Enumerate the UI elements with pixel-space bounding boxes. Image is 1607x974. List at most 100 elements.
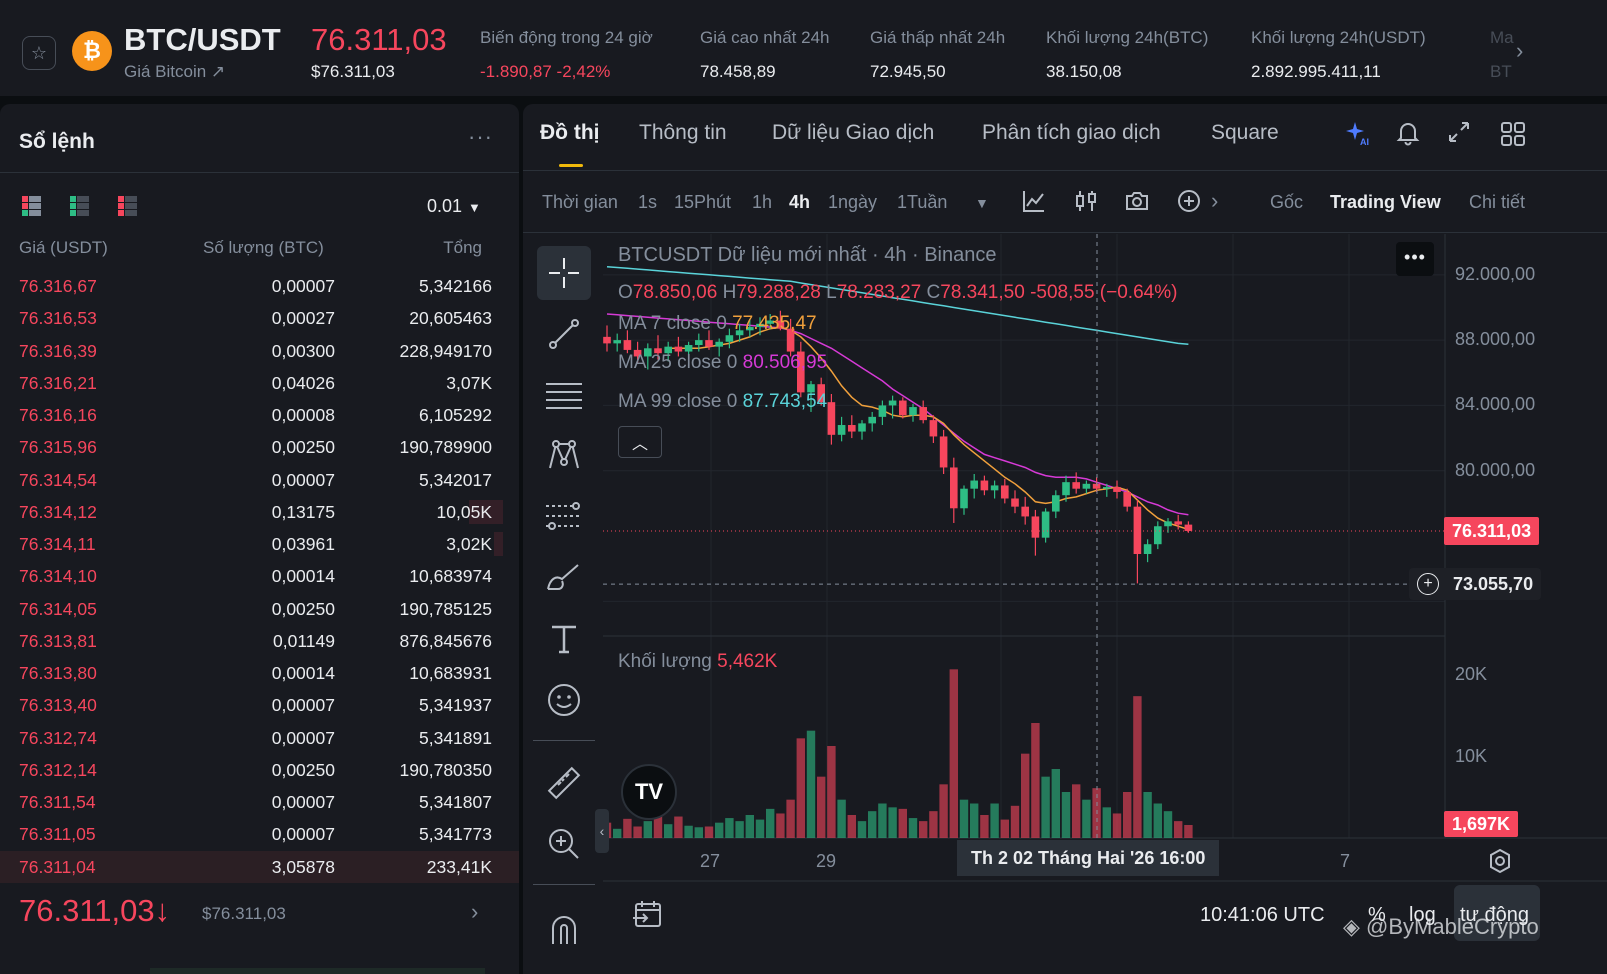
view-asks-icon[interactable] bbox=[118, 196, 137, 216]
ask-row[interactable]: 76.314,11 0,03961 3,02K bbox=[0, 528, 519, 560]
camera-icon[interactable] bbox=[1124, 188, 1150, 219]
ask-row[interactable]: 76.316,16 0,00008 6,105292 bbox=[0, 399, 519, 431]
axis-settings-icon[interactable] bbox=[1487, 848, 1513, 879]
ask-row[interactable]: 76.314,54 0,00007 5,342017 bbox=[0, 464, 519, 496]
price-tick: 92.000,00 bbox=[1455, 263, 1536, 284]
mid-price-more-icon[interactable]: › bbox=[471, 899, 479, 924]
fullscreen-icon[interactable] bbox=[1447, 120, 1471, 150]
interval-4h[interactable]: 4h bbox=[789, 192, 811, 212]
last-price-tag: 76.311,03 bbox=[1444, 516, 1540, 545]
magnet-tool-icon[interactable] bbox=[537, 902, 591, 956]
candle-body bbox=[1001, 485, 1009, 499]
brush-tool-icon[interactable] bbox=[537, 551, 591, 605]
interval-1s[interactable]: 1s bbox=[638, 192, 658, 212]
ask-row[interactable]: 76.316,21 0,04026 3,07K bbox=[0, 367, 519, 399]
zoom-in-tool-icon[interactable] bbox=[537, 817, 591, 871]
percent-toggle[interactable]: % bbox=[1368, 904, 1386, 926]
volume-bar bbox=[970, 803, 979, 838]
ask-row[interactable]: 76.316,39 0,00300 228,949170 bbox=[0, 335, 519, 367]
ask-row[interactable]: 76.314,12 0,13175 10,05K bbox=[0, 496, 519, 528]
ask-row[interactable]: 76.314,10 0,00014 10,683974 bbox=[0, 560, 519, 592]
chevron-right-icon[interactable]: › bbox=[1211, 188, 1219, 213]
active-tab-indicator bbox=[559, 164, 583, 167]
add-alert-plus-icon[interactable]: + bbox=[1417, 573, 1439, 596]
ruler-tool-icon[interactable] bbox=[537, 756, 591, 810]
ask-price: 76.312,14 bbox=[19, 759, 97, 780]
add-indicator-icon[interactable] bbox=[1176, 188, 1202, 219]
candle-type-icon[interactable] bbox=[1073, 188, 1099, 219]
view-both-icon[interactable] bbox=[22, 196, 41, 216]
mid-price: 76.311,03↓ bbox=[19, 893, 171, 928]
volume-bar bbox=[745, 815, 754, 838]
view-original[interactable]: Gốc bbox=[1270, 192, 1304, 212]
date-range-icon[interactable] bbox=[631, 898, 665, 937]
pair-subtitle-link[interactable]: Giá Bitcoin ↗ bbox=[124, 62, 226, 81]
ask-row[interactable]: 76.313,80 0,00014 10,683931 bbox=[0, 657, 519, 689]
interval-1h[interactable]: 1h bbox=[752, 192, 773, 212]
crosshair-price-tag[interactable]: +73.055,70 bbox=[1409, 568, 1542, 601]
ask-row[interactable]: 76.316,53 0,00027 20,605463 bbox=[0, 302, 519, 334]
volume-bar bbox=[674, 816, 683, 838]
ask-price: 76.313,81 bbox=[19, 630, 97, 651]
crosshair-tool-icon[interactable] bbox=[537, 246, 591, 300]
ask-price: 76.315,96 bbox=[19, 437, 97, 458]
collapse-toolbar-icon[interactable]: ‹ bbox=[595, 809, 609, 853]
ask-row[interactable]: 76.311,54 0,00007 5,341807 bbox=[0, 786, 519, 818]
price-chart-svg[interactable] bbox=[602, 234, 1607, 974]
indicators-icon[interactable] bbox=[1021, 188, 1047, 219]
favorite-star-icon[interactable]: ☆ bbox=[22, 36, 56, 70]
interval-1w[interactable]: 1Tuần bbox=[897, 192, 948, 212]
text-tool-icon[interactable] bbox=[537, 612, 591, 666]
precision-select[interactable]: 0.01 ▼ bbox=[427, 196, 481, 217]
auto-scale-toggle[interactable]: tự động bbox=[1460, 904, 1529, 926]
candle-body bbox=[858, 423, 866, 432]
view-bids-icon[interactable] bbox=[70, 196, 89, 216]
drawing-toolbar bbox=[523, 234, 603, 974]
pattern-tool-icon[interactable] bbox=[537, 429, 591, 483]
ai-sparkle-icon[interactable]: AI bbox=[1345, 120, 1371, 152]
chart-menu-button[interactable]: ••• bbox=[1396, 242, 1434, 276]
ask-row[interactable]: 76.316,67 0,00007 5,342166 bbox=[0, 270, 519, 302]
tab-square[interactable]: Square bbox=[1211, 121, 1279, 144]
ask-row[interactable]: 76.312,74 0,00007 5,341891 bbox=[0, 722, 519, 754]
tab-chart[interactable]: Đồ thị bbox=[540, 121, 600, 144]
ask-qty: 0,00027 bbox=[271, 308, 335, 329]
collapse-legend-button[interactable]: ︿ bbox=[618, 426, 662, 458]
tab-trading-data[interactable]: Dữ liệu Giao dịch bbox=[772, 121, 935, 144]
ask-row[interactable]: 76.313,81 0,01149 876,845676 bbox=[0, 625, 519, 657]
tradingview-logo-icon[interactable]: TV bbox=[621, 764, 677, 820]
ask-rows: 76.316,67 0,00007 5,342166 76.316,53 0,00027… bbox=[0, 270, 519, 883]
ask-row[interactable]: 76.312,14 0,00250 190,780350 bbox=[0, 754, 519, 786]
chart-area[interactable]: BTCUSDT Dữ liệu mới nhất · 4h · Binance … bbox=[595, 234, 1607, 974]
log-toggle[interactable]: log bbox=[1409, 904, 1436, 926]
tab-info[interactable]: Thông tin bbox=[639, 121, 727, 144]
emoji-tool-icon[interactable] bbox=[537, 673, 591, 727]
utc-clock[interactable]: 10:41:06 UTC bbox=[1200, 904, 1325, 926]
interval-dropdown-icon[interactable]: ▼ bbox=[975, 195, 989, 211]
ask-price: 76.311,04 bbox=[19, 856, 96, 877]
fib-tool-icon[interactable] bbox=[537, 490, 591, 544]
tab-trading-analysis[interactable]: Phân tích giao dịch bbox=[982, 121, 1161, 144]
order-book-menu-icon[interactable]: ··· bbox=[468, 124, 493, 149]
divider bbox=[533, 740, 595, 741]
ask-row[interactable]: 76.315,96 0,00250 190,789900 bbox=[0, 431, 519, 463]
horizontal-lines-tool-icon[interactable] bbox=[537, 368, 591, 422]
ask-price: 76.313,80 bbox=[19, 663, 97, 683]
view-trading-view[interactable]: Trading View bbox=[1330, 192, 1441, 212]
auto-scale-button-bg[interactable] bbox=[1454, 885, 1540, 941]
ask-row[interactable]: 76.311,05 0,00007 5,341773 bbox=[0, 818, 519, 850]
bell-icon[interactable] bbox=[1396, 120, 1420, 152]
ask-total: 6,105292 bbox=[419, 405, 492, 425]
interval-1d[interactable]: 1ngày bbox=[828, 192, 878, 212]
trend-line-tool-icon[interactable] bbox=[537, 307, 591, 361]
candle-body bbox=[837, 425, 846, 435]
volume-bar bbox=[908, 818, 918, 838]
layout-grid-icon[interactable] bbox=[1499, 120, 1527, 154]
ask-row[interactable]: 76.313,40 0,00007 5,341937 bbox=[0, 689, 519, 721]
ticker-scroll-right-icon[interactable]: › bbox=[1516, 38, 1524, 63]
interval-15m[interactable]: 15Phút bbox=[674, 192, 732, 212]
view-depth[interactable]: Chi tiết bbox=[1469, 192, 1526, 212]
ask-total: 3,07K bbox=[446, 372, 492, 393]
ask-row[interactable]: 76.311,04 3,05878 233,41K bbox=[0, 850, 519, 883]
ask-row[interactable]: 76.314,05 0,00250 190,785125 bbox=[0, 593, 519, 625]
